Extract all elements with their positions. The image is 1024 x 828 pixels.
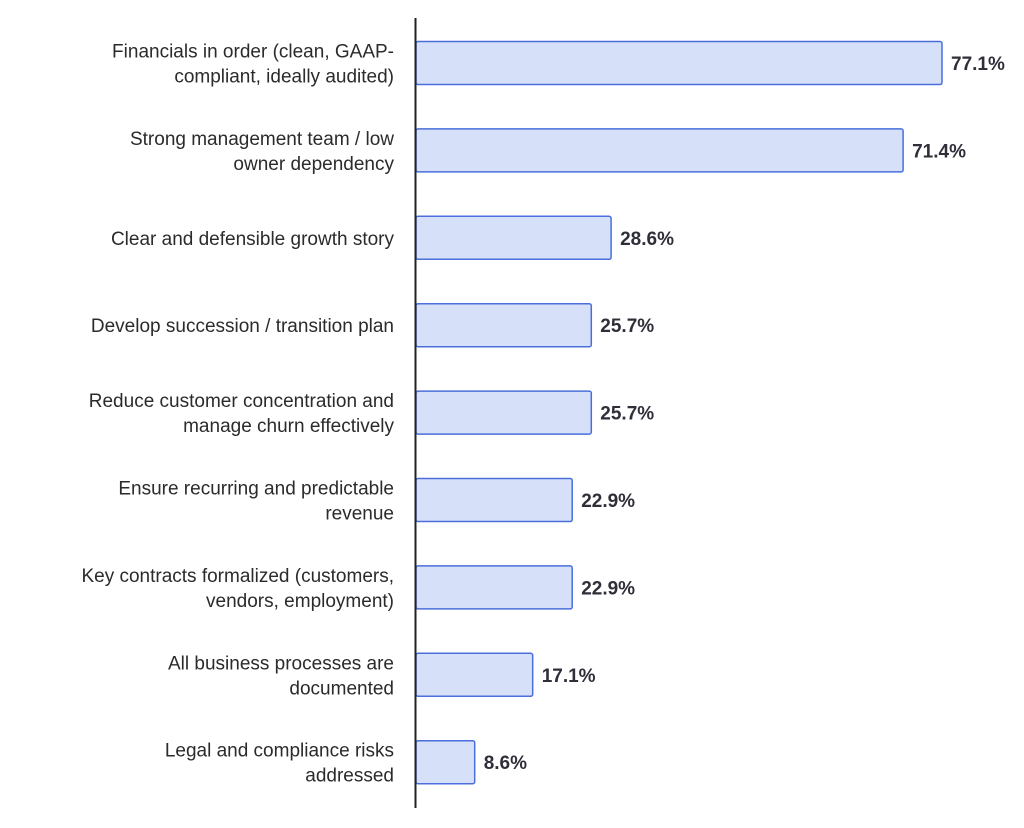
category-label-0-line-0: Financials in order (clean, GAAP- (112, 42, 394, 63)
category-label-6-line-0: Key contracts formalized (customers, (81, 566, 394, 587)
bar-0 (415, 40, 943, 86)
category-labels-layer: Financials in order (clean, GAAP-complia… (81, 42, 394, 787)
category-label-5-line-1: revenue (325, 504, 394, 525)
category-label-4-line-1: manage churn effectively (183, 416, 394, 437)
bars-layer (415, 40, 943, 785)
value-label-3: 25.7% (600, 316, 654, 337)
category-label-3-line-0: Develop succession / transition plan (91, 316, 394, 337)
category-label-7-line-1: documented (289, 678, 394, 699)
bar-3 (415, 302, 593, 348)
value-label-0: 77.1% (951, 54, 1005, 75)
category-label-7-line-0: All business processes are (168, 653, 394, 674)
value-label-8: 8.6% (484, 753, 527, 774)
category-label-4-line-0: Reduce customer concentration and (89, 391, 394, 412)
value-label-4: 25.7% (600, 404, 654, 425)
value-labels-layer: 77.1% 71.4% 28.6% 25.7% 25.7% 22.9% 22.9% 17.1%… (484, 54, 1005, 774)
category-label-0-line-1: compliant, ideally audited) (174, 67, 394, 88)
value-label-7: 17.1% (542, 666, 596, 687)
value-label-6: 22.9% (581, 578, 635, 599)
bar-4 (415, 390, 593, 435)
category-label-5-line-0: Ensure recurring and predictable (118, 479, 394, 500)
bar-5 (415, 477, 573, 523)
category-label-1-line-1: owner dependency (233, 154, 394, 175)
bar-8 (415, 739, 476, 785)
category-label-8-line-1: addressed (305, 766, 394, 787)
category-label-6-line-1: vendors, employment) (206, 591, 394, 612)
category-label-8-line-0: Legal and compliance risks (165, 741, 394, 762)
value-label-1: 71.4% (912, 141, 966, 162)
bar-1 (415, 128, 904, 173)
category-label-1-line-0: Strong management team / low (130, 129, 394, 150)
bar-7 (415, 652, 534, 698)
value-label-2: 28.6% (620, 229, 674, 250)
value-label-5: 22.9% (581, 491, 635, 512)
category-label-2-line-0: Clear and defensible growth story (111, 229, 395, 250)
bar-2 (415, 215, 612, 261)
bar-6 (415, 565, 573, 610)
